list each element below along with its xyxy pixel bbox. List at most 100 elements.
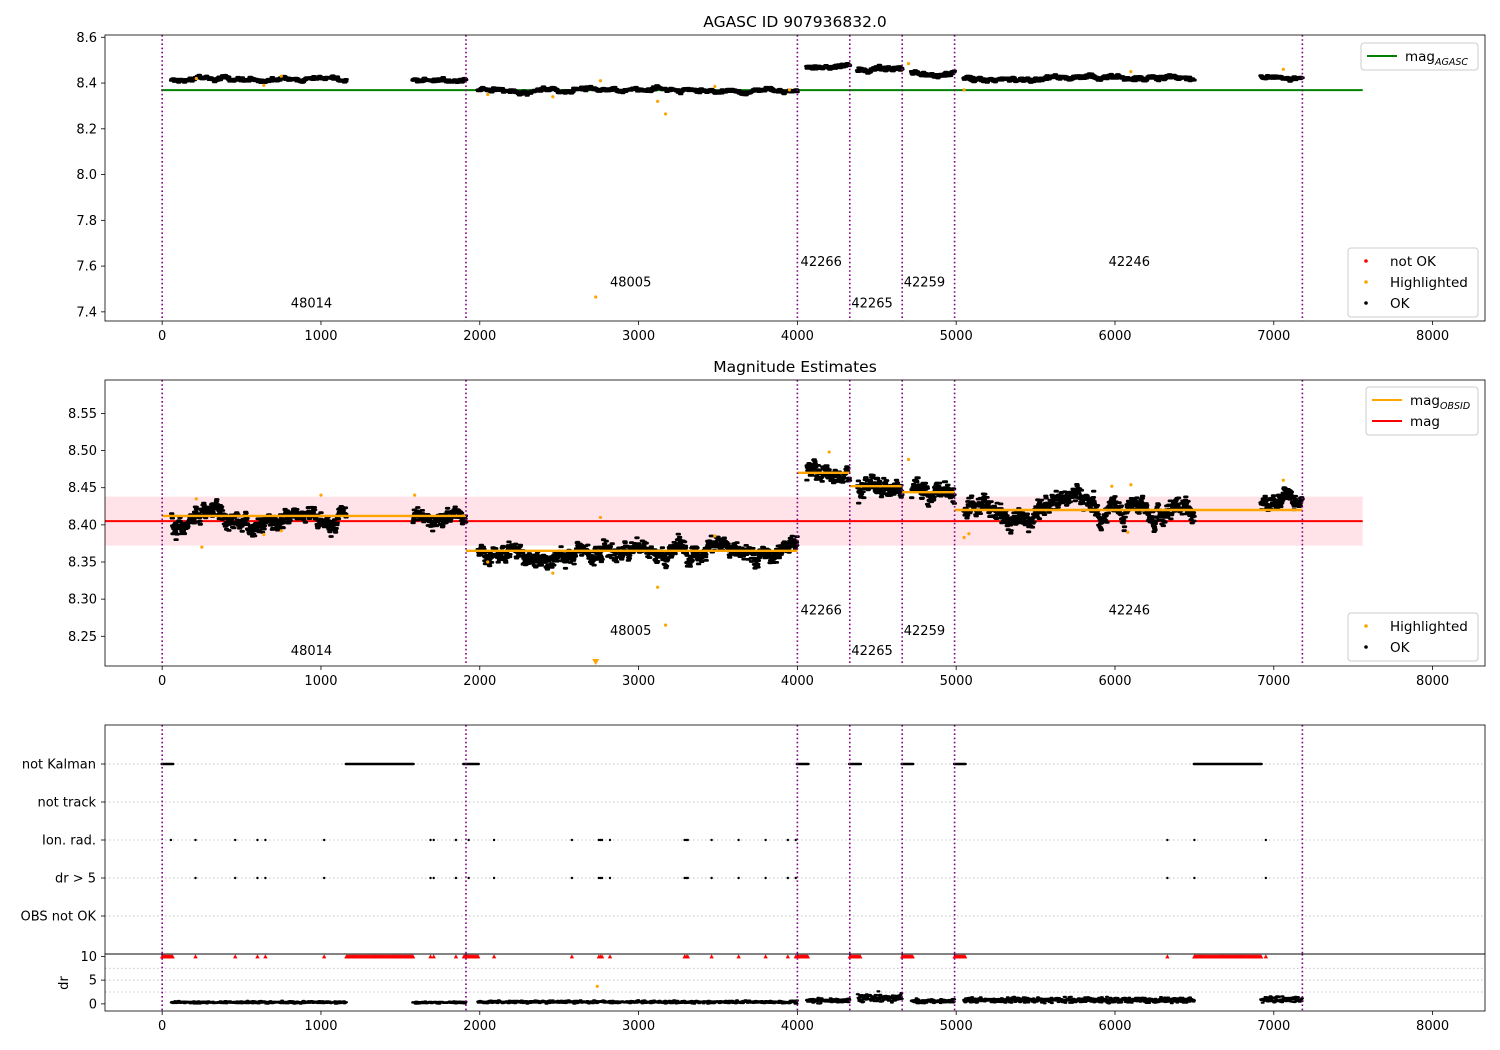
dr-clipped-marker xyxy=(858,954,863,959)
dr-clipped-marker xyxy=(193,954,198,959)
dr-clipped-marker xyxy=(1258,954,1264,959)
agasc-obsid-label: 42265 xyxy=(851,296,892,311)
flag-category-label: Ion. rad. xyxy=(42,834,96,849)
dr-clipped-marker xyxy=(1192,954,1197,959)
ion-rad-point xyxy=(600,838,604,842)
flags-plot-content: not Kalman not track Ion. rad. dr > 5 OBS no… xyxy=(21,758,1485,925)
estimates-y-tick-label: 8.50 xyxy=(68,444,97,459)
estimates-x-tick-label: 0 xyxy=(158,674,166,689)
dr-clipped-marker xyxy=(709,954,714,959)
agasc-y-tick-label: 7.8 xyxy=(76,214,97,229)
ion-rad-point xyxy=(737,838,740,842)
dr-frame xyxy=(104,953,1486,1012)
ion-rad-point xyxy=(256,838,259,842)
dr5-point xyxy=(786,876,790,880)
estimates-highlighted-point xyxy=(486,560,490,564)
estimates-obsid-label: 48014 xyxy=(291,644,332,659)
ion-rad-point xyxy=(467,838,470,842)
estimates-highlighted-point xyxy=(200,545,204,549)
agasc-panel-title: AGASC ID 907936832.0 xyxy=(703,13,887,31)
estimates-x-tick-label: 3000 xyxy=(622,674,655,689)
dr-x-tick-label: 7000 xyxy=(1257,1019,1290,1034)
dr-y-tick-label: 10 xyxy=(80,950,97,965)
ion-rad-point xyxy=(1264,838,1268,842)
agasc-x-tick-label: 4000 xyxy=(781,329,814,344)
dr-clipped-marker xyxy=(466,954,471,959)
estimates-upper-legend-label: mag xyxy=(1410,414,1440,430)
dr-x-tick-label: 1000 xyxy=(304,1019,337,1034)
agasc-x-tick-label: 7000 xyxy=(1257,329,1290,344)
dr-clipped-marker xyxy=(453,954,459,959)
dr-highlighted-point xyxy=(595,984,599,988)
agasc-ok-points xyxy=(168,62,1305,97)
dr-clipped-marker xyxy=(263,954,268,959)
agasc-plot-content xyxy=(161,62,1363,299)
estimates-x-tick-label: 6000 xyxy=(1098,674,1131,689)
dr-obsid-boundaries xyxy=(161,954,1304,1011)
dr5-point xyxy=(686,876,690,880)
agasc-highlighted-point xyxy=(486,92,490,97)
dr-y-tick-label: 0 xyxy=(89,997,97,1012)
ion-rad-point xyxy=(169,838,173,842)
estimates-highlighted-point xyxy=(906,457,911,462)
dr-clipped-marker xyxy=(962,954,968,959)
estimates-y-axis: 8.25 8.30 8.35 8.40 8.45 8.50 8.55 xyxy=(68,407,105,645)
estimates-lower-legend-marker xyxy=(1364,624,1368,628)
agasc-highlighted-point xyxy=(1281,67,1285,71)
dr-clipped-marker xyxy=(785,954,791,959)
estimates-highlighted-point xyxy=(962,535,966,540)
estimates-obsid-label: 42265 xyxy=(851,644,892,659)
ion-rad-point xyxy=(794,838,797,842)
estimates-x-tick-label: 7000 xyxy=(1257,674,1290,689)
agasc-y-tick-label: 8.2 xyxy=(76,122,97,137)
agasc-highlighted-point-group xyxy=(194,62,1285,299)
estimates-x-tick-label: 5000 xyxy=(940,674,973,689)
dr-x-tick-label: 3000 xyxy=(622,1019,655,1034)
dr-clipped-marker xyxy=(491,954,497,959)
ion-rad-point xyxy=(710,838,713,842)
ion-rad-point xyxy=(686,838,690,842)
agasc-lower-legend-box xyxy=(1347,247,1479,318)
estimates-x-tick-label: 8000 xyxy=(1416,674,1449,689)
ion-rad-point xyxy=(1166,838,1169,842)
dr-clipped-marker xyxy=(321,954,327,959)
agasc-lower-legend-marker xyxy=(1364,280,1368,284)
estimates-lower-legend-box xyxy=(1347,612,1479,662)
estimates-highlighted-point xyxy=(967,532,971,536)
ion-rad-point xyxy=(432,838,435,842)
agasc-lower-legend-label: Highlighted xyxy=(1390,275,1468,291)
dr-x-axis: 0 1000 2000 3000 4000 5000 6000 7000 8000 xyxy=(158,1011,1449,1034)
estimates-highlighted-point xyxy=(262,532,266,537)
dr-clipped-marker xyxy=(1165,954,1170,959)
dr-x-tick-label: 5000 xyxy=(940,1019,973,1034)
agasc-highlighted-point xyxy=(1129,70,1133,74)
dr5-point xyxy=(1264,876,1268,880)
estimates-plot-content xyxy=(105,450,1363,665)
agasc-obsid-labels: 48014 48005 42266 42265 42259 42246 xyxy=(291,255,1150,311)
estimates-highlighted-point xyxy=(663,623,668,627)
dr-clipped-marker xyxy=(1263,954,1269,959)
agasc-y-tick-label: 8.0 xyxy=(76,168,97,183)
dr-points xyxy=(169,990,1304,1005)
dr-clipped-marker xyxy=(410,954,416,959)
agasc-obsid-label: 48014 xyxy=(291,296,332,311)
ion-rad-point xyxy=(234,838,237,842)
estimates-highlighted-point xyxy=(598,515,603,520)
dr5-point xyxy=(322,876,326,880)
estimates-lower-legend: Highlighted OK xyxy=(1347,612,1479,662)
dr5-point xyxy=(492,876,496,880)
dr-clipped-marker xyxy=(793,954,798,959)
dr5-point xyxy=(454,876,458,880)
ion-rad-point xyxy=(194,838,197,842)
agasc-x-axis: 0 1000 2000 3000 4000 5000 6000 7000 8000 xyxy=(158,321,1449,344)
dr-clipped-marker xyxy=(763,954,768,959)
dr5-point xyxy=(194,876,197,880)
dr-clipped-marker xyxy=(233,954,238,959)
estimates-lower-legend-label: Highlighted xyxy=(1390,619,1468,635)
dr5-point xyxy=(794,876,797,880)
agasc-highlighted-point xyxy=(194,76,198,81)
estimates-highlighted-point xyxy=(194,497,198,501)
agasc-y-tick-label: 8.4 xyxy=(76,77,97,92)
agasc-x-tick-label: 2000 xyxy=(463,329,496,344)
